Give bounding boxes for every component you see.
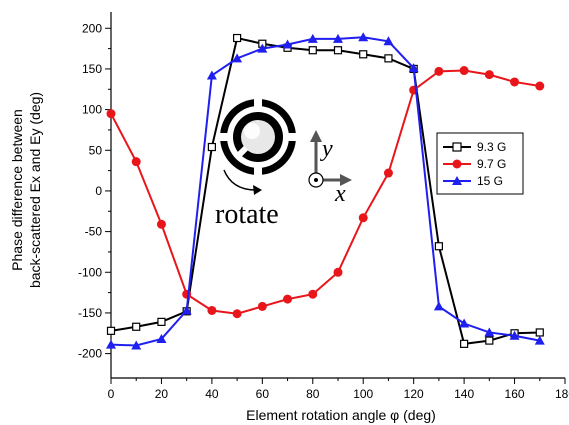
- data-point: [358, 32, 369, 42]
- data-point: [283, 294, 293, 304]
- y-tick-label: -150: [78, 306, 102, 320]
- y-tick-label: -50: [85, 225, 103, 239]
- data-point: [132, 322, 141, 331]
- data-point: [333, 46, 343, 55]
- data-point: [535, 81, 545, 91]
- legend-marker-circle: [452, 159, 462, 169]
- y-tick-label: 100: [82, 103, 102, 117]
- series-2: [106, 32, 545, 350]
- data-point: [257, 43, 268, 53]
- data-point: [207, 305, 217, 315]
- x-tick-label: 60: [256, 387, 270, 401]
- data-point: [282, 39, 293, 49]
- data-point: [485, 336, 494, 345]
- y-tick-label: 0: [95, 184, 102, 198]
- data-point: [484, 327, 495, 337]
- rotate-arrowhead-icon: [253, 185, 262, 195]
- data-point: [459, 318, 470, 328]
- legend: 9.3 G 9.7 G 15 G: [436, 132, 524, 195]
- y-tick-label: -100: [78, 265, 102, 279]
- series-1: [106, 66, 545, 319]
- data-point: [509, 330, 520, 340]
- x-axis-label: Element rotation angle φ (deg): [246, 407, 436, 423]
- data-point: [156, 219, 166, 229]
- y-tick-label: -200: [78, 347, 102, 361]
- data-point: [383, 168, 393, 178]
- x-tick-label: 0: [108, 387, 115, 401]
- legend-label-15g: 15 G: [477, 174, 503, 188]
- data-point: [383, 36, 394, 46]
- x-tick-label: 80: [306, 387, 320, 401]
- data-point: [233, 33, 242, 43]
- rotate-arrow-icon: [223, 169, 257, 191]
- x-tick-label: 160: [505, 387, 525, 401]
- data-point: [333, 33, 343, 43]
- coordinate-axes-icon: [308, 130, 352, 188]
- data-point: [106, 326, 116, 335]
- y-tick-label: 50: [89, 143, 103, 157]
- y-axis-ticks: -200 -150 -100 -50 0 50 100 150 200: [78, 21, 111, 361]
- data-point: [384, 54, 393, 63]
- legend-label-9-3g: 9.3 G: [477, 140, 506, 154]
- series-layer: [106, 32, 545, 350]
- data-point: [207, 142, 216, 152]
- y-tick-label: 200: [82, 21, 102, 35]
- x-axis-ticks: 0 20 40 60 80 100 120 140 160 180: [108, 378, 569, 401]
- x-tick-label: 140: [454, 387, 474, 401]
- data-point: [308, 289, 318, 299]
- data-point: [156, 333, 167, 343]
- inset-y-label: y: [320, 136, 333, 162]
- y-tick-label: 150: [82, 62, 102, 76]
- legend-marker-square: [452, 142, 462, 152]
- data-point: [535, 328, 544, 337]
- legend-entry-9-3g: 9.3 G: [443, 140, 506, 154]
- legend-entry-15g: 15 G: [443, 174, 503, 188]
- data-point: [257, 301, 267, 311]
- element-inset: rotate y x: [215, 96, 352, 230]
- data-point: [459, 66, 469, 76]
- data-point: [534, 335, 545, 345]
- data-point: [131, 157, 141, 167]
- data-point: [131, 340, 142, 350]
- inset-x-label: x: [334, 181, 346, 207]
- y-axis-label-line-2: back-scattered Ex and Ey (deg): [27, 92, 43, 288]
- y-axis-label-line-1: Phase difference between: [9, 109, 25, 271]
- data-point: [232, 309, 242, 319]
- data-point: [333, 267, 343, 277]
- data-point: [434, 66, 444, 76]
- legend-entry-9-7g: 9.7 G: [443, 157, 506, 171]
- x-tick-label: 20: [155, 387, 169, 401]
- data-point: [484, 70, 494, 80]
- data-point: [359, 50, 368, 59]
- x-tick-label: 120: [404, 387, 424, 401]
- data-point: [181, 305, 192, 315]
- data-point: [307, 33, 318, 43]
- ring-element-icon: [217, 96, 299, 178]
- data-point: [106, 339, 116, 349]
- data-point: [106, 109, 116, 119]
- x-tick-label: 40: [205, 387, 219, 401]
- data-point: [206, 70, 217, 80]
- x-tick-label: 180: [555, 387, 569, 401]
- data-point: [232, 53, 243, 63]
- data-point: [157, 317, 166, 326]
- series-line: [110, 36, 540, 347]
- data-point: [408, 63, 419, 73]
- data-point: [308, 46, 317, 55]
- data-point: [182, 289, 192, 299]
- data-point: [434, 242, 443, 251]
- data-point: [460, 339, 469, 348]
- data-point: [433, 301, 444, 311]
- x-tick-label: 100: [353, 387, 373, 401]
- data-point: [510, 77, 520, 87]
- legend-label-9-7g: 9.7 G: [477, 157, 506, 171]
- rotate-label: rotate: [215, 199, 279, 230]
- data-point: [358, 213, 368, 223]
- legend-marker-triangle: [452, 176, 462, 185]
